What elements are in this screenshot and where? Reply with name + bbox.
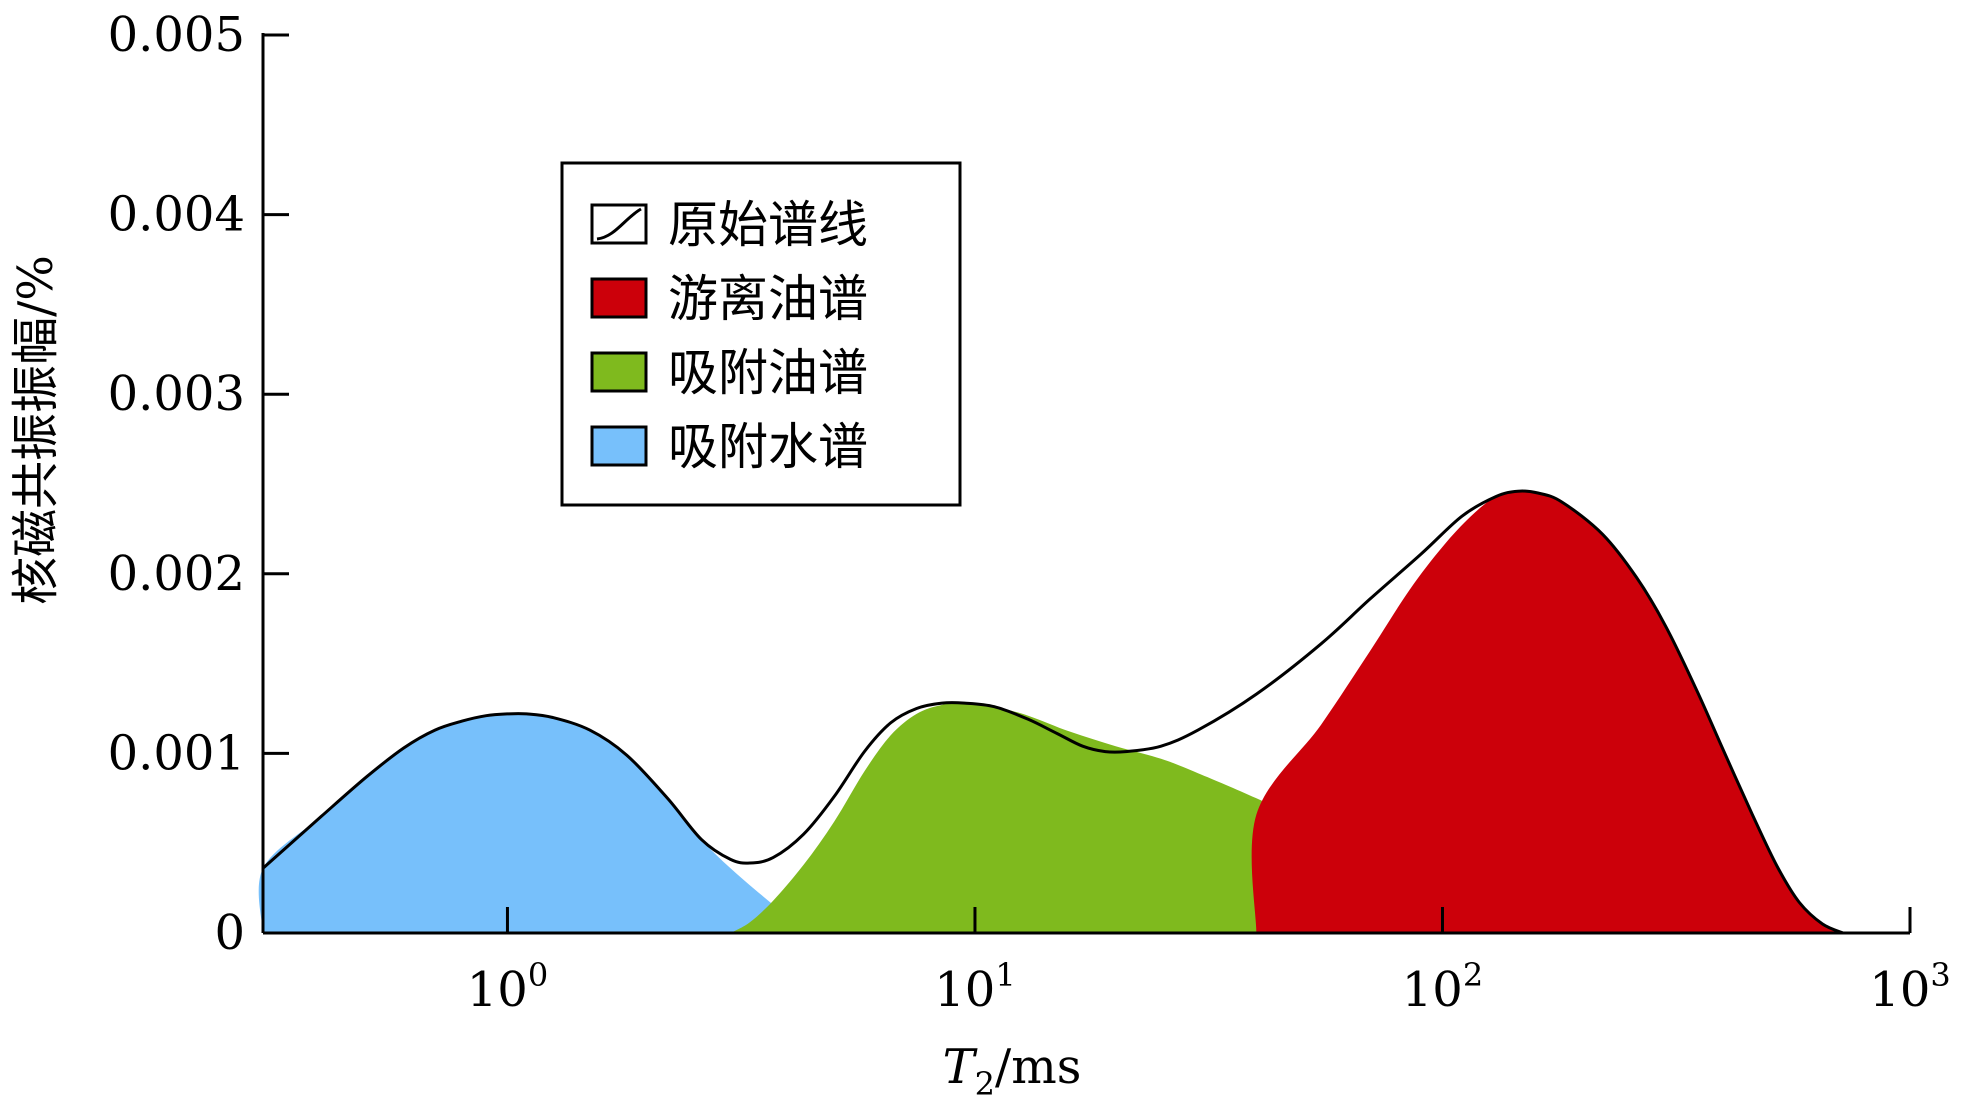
- legend-item-1: 原始谱线: [590, 196, 868, 254]
- legend-swatch-curve: [596, 207, 642, 241]
- legend-label: 游离油谱: [668, 270, 868, 328]
- line-original-spectrum: [262, 489, 1844, 935]
- x-ticks: 100 101 102 103: [467, 907, 1951, 1018]
- legend-item-3: 吸附油谱: [590, 344, 868, 402]
- legend-swatch: [590, 425, 648, 467]
- x-tick-label: 102: [1402, 956, 1483, 1018]
- axes: [261, 33, 1910, 935]
- x-tick-label: 100: [467, 956, 548, 1018]
- y-tick-label: 0: [214, 905, 245, 961]
- area-series-4: [258, 713, 813, 933]
- legend-label: 吸附油谱: [668, 344, 868, 402]
- y-tick-label: 0.001: [108, 725, 245, 781]
- x-axis-title: T2/ms: [943, 1039, 1082, 1103]
- y-tick-label: 0.005: [108, 7, 245, 63]
- y-ticks: 0 0.001 0.002 0.003 0.004 0.005: [108, 7, 289, 961]
- area-series-2: [1251, 490, 1844, 933]
- x-tick-label: 101: [934, 956, 1015, 1018]
- y-tick-label: 0.002: [108, 546, 245, 602]
- y-tick-label: 0.003: [108, 366, 245, 422]
- area-layer: [258, 490, 1844, 933]
- legend-swatch: [590, 351, 648, 393]
- legend-item-2: 游离油谱: [590, 270, 868, 328]
- y-axis-title: 核磁共振振幅/%: [8, 255, 64, 605]
- legend-item-4: 吸附水谱: [590, 418, 868, 476]
- line-layer: [262, 489, 1844, 935]
- y-tick-label: 0.004: [108, 187, 245, 243]
- legend-swatch: [590, 277, 648, 319]
- legend-label: 吸附水谱: [668, 418, 868, 476]
- legend-label: 原始谱线: [668, 196, 868, 254]
- x-tick-label: 103: [1869, 956, 1950, 1018]
